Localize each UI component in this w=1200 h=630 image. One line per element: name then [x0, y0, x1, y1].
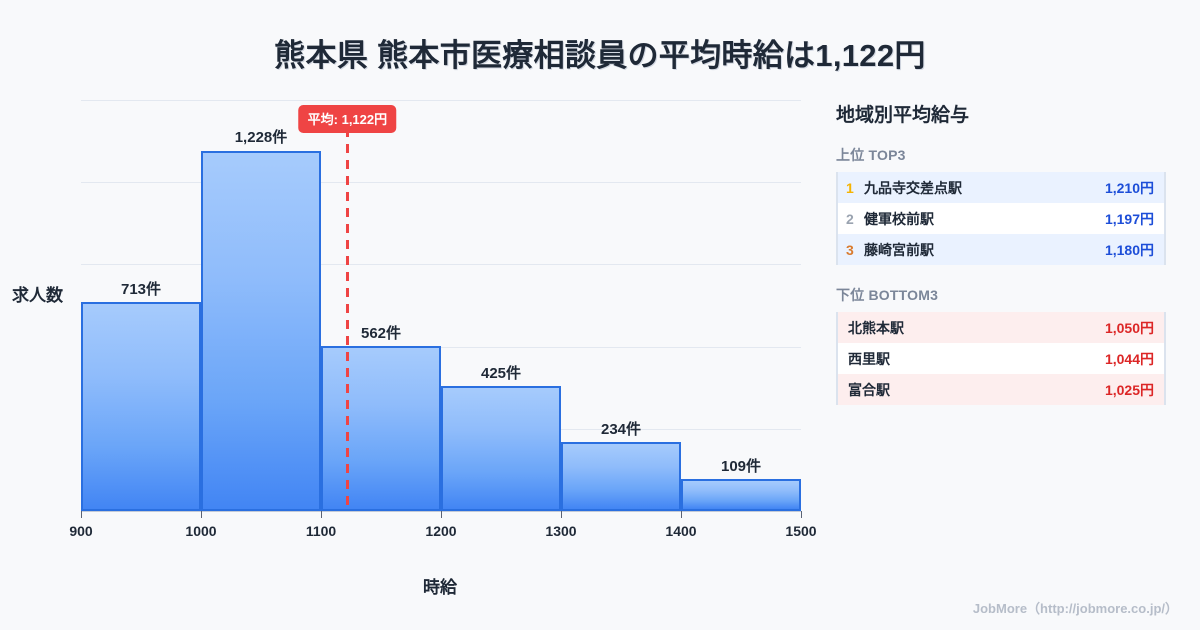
gridline: [81, 182, 801, 184]
region-salary-panel: 地域別平均給与 上位 TOP3 1 九品寺交差点駅 1,210円 2 健軍校前駅 1,19…: [836, 100, 1166, 425]
histogram-bar: [681, 479, 801, 511]
x-tick-label: 1000: [185, 523, 217, 539]
x-tick-label: 1500: [785, 523, 817, 539]
histogram-bar: [81, 301, 201, 511]
bar-value-label: 713件: [120, 280, 162, 298]
y-axis-title: 求人数: [12, 286, 63, 305]
station-wage-value: 1,025円: [1104, 381, 1154, 398]
bottom3-table: 北熊本駅 1,050円西里駅 1,044円富合駅 1,025円: [836, 312, 1166, 405]
x-tick-mark: [321, 511, 322, 518]
x-tick-label: 1400: [665, 523, 697, 539]
station-name: 健軍校前駅: [864, 210, 934, 227]
histogram-bar: [561, 442, 681, 511]
panel-title: 地域別平均給与: [836, 105, 970, 126]
station-wage-value: 1,050円: [1104, 319, 1154, 336]
x-tick-mark: [801, 511, 802, 518]
histogram-bar: [441, 386, 561, 511]
station-wage-value: 1,044円: [1104, 350, 1154, 367]
station-name: 富合駅: [848, 381, 890, 398]
x-tick-mark: [681, 511, 682, 518]
rank-row[interactable]: 富合駅 1,025円: [838, 374, 1164, 405]
footer-attribution: JobMore（http://jobmore.co.jp/）: [972, 601, 1178, 616]
bar-value-label: 1,228件: [234, 129, 288, 147]
rank-row[interactable]: 北熊本駅 1,050円: [838, 312, 1164, 343]
histogram-bar: [201, 150, 321, 511]
gridline: [81, 100, 801, 101]
rank-number: 1: [846, 179, 854, 196]
gridline: [81, 346, 801, 348]
station-name: 藤崎宮前駅: [864, 241, 934, 258]
x-tick-mark: [81, 511, 82, 518]
histogram-bar: [321, 346, 441, 511]
rank-row[interactable]: 3 藤崎宮前駅 1,180円: [838, 234, 1164, 265]
bottom3-heading: 下位 BOTTOM3: [836, 287, 939, 303]
page-title: 熊本県 熊本市医療相談員の平均時給は1,122円: [274, 38, 926, 73]
x-tick-label: 1300: [545, 523, 577, 539]
station-wage-value: 1,210円: [1104, 179, 1154, 196]
gridline: [81, 264, 801, 266]
rank-row[interactable]: 1 九品寺交差点駅 1,210円: [838, 172, 1164, 203]
top3-table: 1 九品寺交差点駅 1,210円 2 健軍校前駅 1,197円 3 藤崎宮前駅 1,180円: [836, 172, 1166, 265]
average-line: [346, 128, 350, 511]
bar-value-label: 562件: [360, 325, 402, 342]
bar-value-label: 109件: [720, 458, 762, 475]
rank-row[interactable]: 2 健軍校前駅 1,197円: [838, 203, 1164, 234]
station-wage-value: 1,197円: [1104, 210, 1154, 227]
x-tick-label: 1100: [305, 523, 337, 539]
x-axis-title: 時給: [423, 578, 457, 597]
x-tick-label: 1200: [425, 523, 457, 539]
station-wage-value: 1,180円: [1104, 241, 1154, 258]
rank-number: 2: [846, 210, 854, 227]
x-tick-label: 900: [69, 523, 93, 539]
station-name: 西里駅: [848, 350, 890, 367]
x-tick-mark: [201, 511, 202, 518]
station-name: 北熊本駅: [848, 319, 904, 336]
bar-value-label: 425件: [480, 365, 522, 383]
bar-value-label: 234件: [600, 421, 642, 439]
average-badge: 平均: 1,122円: [298, 105, 397, 133]
top3-heading: 上位 TOP3: [836, 147, 906, 163]
histogram-chart: 713件 1,228件 562件 425件 234件 109件 900 1000 1100 12…: [12, 100, 817, 597]
x-tick-mark: [441, 511, 442, 518]
rank-row[interactable]: 西里駅 1,044円: [838, 343, 1164, 374]
station-name: 九品寺交差点駅: [864, 179, 962, 196]
rank-number: 3: [846, 241, 854, 258]
x-tick-mark: [561, 511, 562, 518]
